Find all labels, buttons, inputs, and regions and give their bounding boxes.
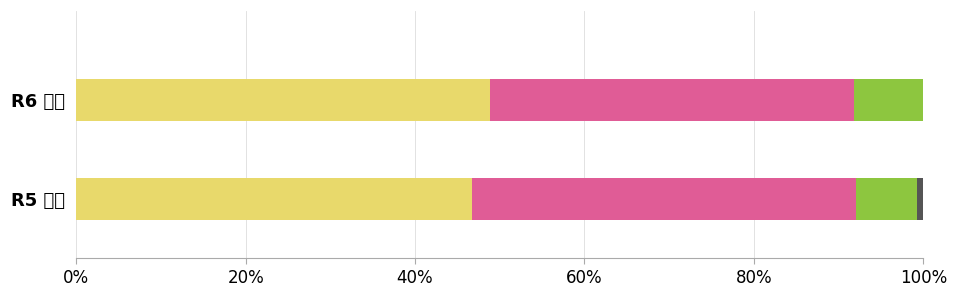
Bar bbox=[77, 79, 490, 121]
Bar bbox=[77, 178, 471, 220]
Bar bbox=[490, 79, 854, 121]
Bar bbox=[854, 79, 924, 121]
Bar bbox=[471, 178, 855, 220]
Bar bbox=[918, 178, 924, 220]
Bar bbox=[855, 178, 918, 220]
